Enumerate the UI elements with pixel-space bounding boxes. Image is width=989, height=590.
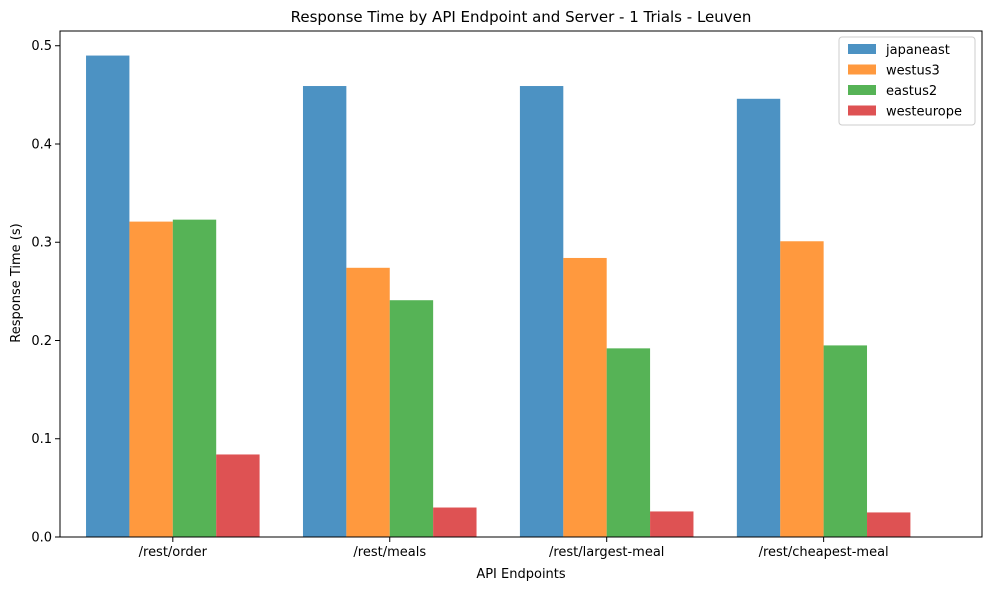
x-tick-label: /rest/order	[139, 545, 208, 560]
bar-westus3-1	[129, 221, 173, 538]
y-tick-label: 0.3	[31, 236, 52, 251]
y-tick-label: 0.1	[31, 432, 52, 447]
legend-label-japaneast: japaneast	[885, 43, 950, 58]
axes-layer: 0.0 0.1 0.2 0.3 0.4 0.5/rest/order/rest/meals…	[31, 30, 983, 560]
legend-swatch-japaneast	[848, 44, 876, 54]
y-tick-label: 0.0	[31, 531, 52, 546]
bar-westus3-2	[346, 267, 390, 537]
bar-japaneast-4	[736, 98, 781, 537]
legend-label-westeurope: westeurope	[886, 105, 962, 120]
legend-label-eastus2: eastus2	[886, 84, 937, 99]
y-tick-label: 0.2	[31, 334, 52, 349]
bar-westus3-4	[780, 241, 824, 537]
chart-title: Response Time by API Endpoint and Server…	[291, 8, 752, 26]
bar-eastus2-2	[389, 300, 434, 537]
y-tick-label: 0.5	[31, 39, 52, 54]
bar-eastus2-4	[823, 345, 868, 537]
plot-frame	[59, 30, 983, 538]
x-tick-label: /rest/cheapest-meal	[759, 545, 889, 560]
y-tick-label: 0.4	[31, 137, 52, 152]
bars-layer	[86, 55, 911, 538]
bar-eastus2-1	[172, 219, 217, 537]
bar-westus3-3	[563, 257, 607, 537]
bar-japaneast-1	[86, 55, 130, 538]
legend-swatch-eastus2	[848, 85, 876, 95]
bar-westeurope-1	[216, 454, 260, 537]
bar-westeurope-2	[433, 507, 477, 537]
x-tick-label: /rest/largest-meal	[549, 545, 664, 560]
bar-eastus2-3	[606, 348, 651, 537]
x-axis-label: API Endpoints	[476, 567, 566, 582]
bar-japaneast-2	[302, 86, 347, 538]
legend-label-westus3: westus3	[886, 64, 940, 79]
x-tick-label: /rest/meals	[353, 545, 426, 560]
y-axis-label: Response Time (s)	[9, 223, 24, 342]
legend-box	[838, 36, 976, 126]
bar-westeurope-3	[650, 511, 694, 537]
legend-swatch-westeurope	[848, 105, 876, 116]
bar-japaneast-3	[519, 86, 564, 538]
bar-westeurope-4	[867, 512, 911, 537]
legend: japaneast westus3 eastus2 westeurope	[838, 36, 976, 126]
legend-swatch-westus3	[848, 64, 876, 75]
